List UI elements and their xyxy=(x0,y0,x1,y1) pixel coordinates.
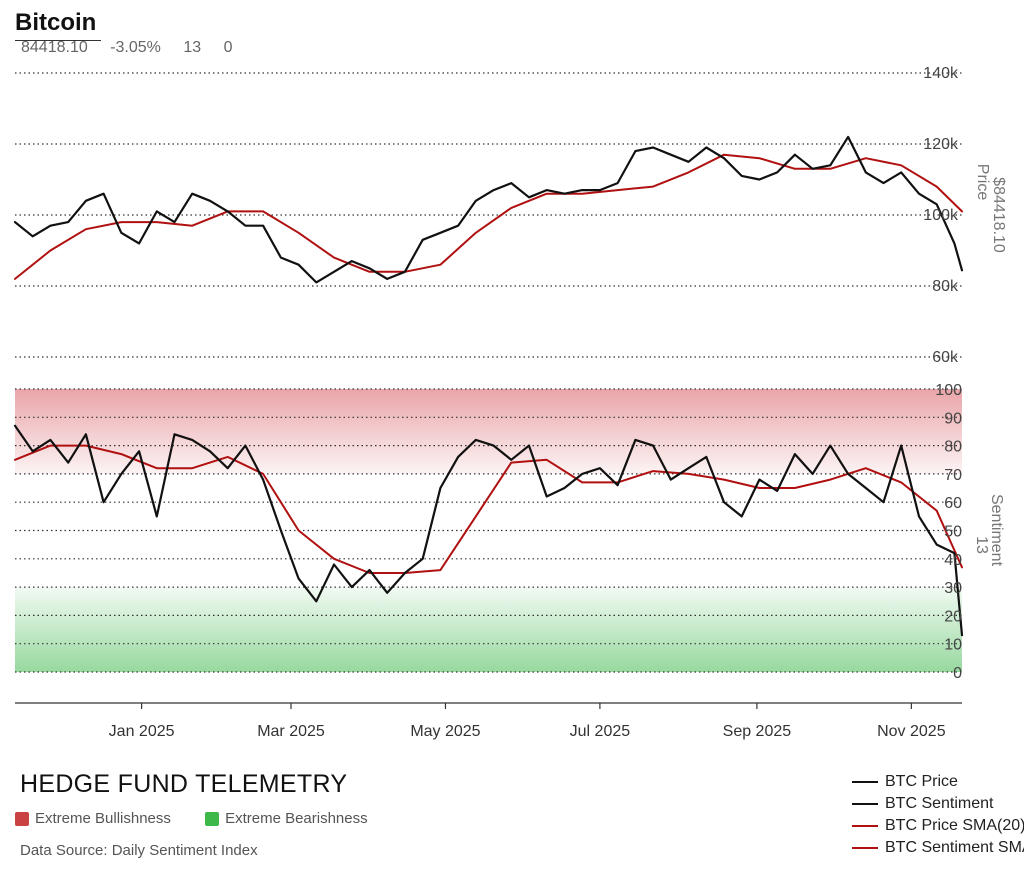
last-price: 84418.10 xyxy=(21,39,88,56)
price-change: -3.05% xyxy=(110,39,161,56)
legend-label: BTC Price xyxy=(885,773,958,790)
price-sma-line xyxy=(14,153,963,280)
x-tick-label: Jul 2025 xyxy=(570,723,631,740)
extreme-bearishness-band xyxy=(15,587,962,672)
x-tick-label: Nov 2025 xyxy=(877,723,946,740)
sentiment-tick-label: 10 xyxy=(944,637,962,654)
legend-item-btc-sentiment: BTC Sentiment xyxy=(852,793,1024,815)
extreme-bullishness-band xyxy=(15,389,962,474)
x-tick-label: Jan 2025 xyxy=(109,723,175,740)
key-bullish: Extreme Bullishness xyxy=(15,810,171,827)
sentiment-value: 13 xyxy=(183,39,202,56)
sentiment-tick-label: 80 xyxy=(944,439,962,456)
x-tick-label: May 2025 xyxy=(410,723,480,740)
bearish-swatch xyxy=(205,811,220,826)
sentiment-tick-label: 30 xyxy=(944,580,962,597)
sentiment-tick-label: 40 xyxy=(944,552,962,569)
sentiment-line xyxy=(13,424,964,637)
zero-value: 0 xyxy=(223,39,233,56)
brand-name: HEDGE FUND TELEMETRY xyxy=(20,770,348,798)
sentiment-last-label: 13 xyxy=(973,536,990,554)
legend-label: BTC Price SMA(20) xyxy=(885,817,1024,834)
sentiment-sma-line xyxy=(14,444,963,574)
chart-title: Bitcoin xyxy=(15,9,97,36)
legend-label: BTC Sentiment xyxy=(885,795,994,812)
sentiment-axis-title: Sentiment xyxy=(988,494,1005,567)
key-bearish: Extreme Bearishness xyxy=(205,810,368,827)
sentiment-tick-label: 90 xyxy=(944,410,962,427)
price-tick-label: 80k xyxy=(932,278,959,295)
price-tick-label: 60k xyxy=(932,349,959,366)
legend-line xyxy=(852,803,878,805)
sentiment-tick-label: 100 xyxy=(935,382,962,399)
price-tick-label: 120k xyxy=(923,136,959,153)
bullish-swatch xyxy=(15,811,29,826)
data-source: Data Source: Daily Sentiment Index xyxy=(20,842,258,859)
sentiment-tick-label: 20 xyxy=(944,608,962,625)
legend-line xyxy=(852,847,878,849)
sentiment-tick-label: 50 xyxy=(944,524,962,541)
chart-canvas: 60k 80k 100k 120k 140k 0 10 20 30 40 50 60 70 80 90 100… xyxy=(13,65,1007,740)
x-tick-label: Mar 2025 xyxy=(257,723,325,740)
key-bearish-label: Extreme Bearishness xyxy=(225,810,368,827)
price-line xyxy=(13,135,964,284)
sentiment-tick-label: 70 xyxy=(944,467,962,484)
stats-row: 84418.10 -3.05% 13 0 xyxy=(21,39,251,57)
legend-item-price-sma: BTC Price SMA(20) xyxy=(852,815,1024,837)
legend: BTC Price BTC Sentiment BTC Price SMA(20… xyxy=(852,771,1024,859)
x-tick-label: Sep 2025 xyxy=(723,723,792,740)
legend-line xyxy=(852,825,878,827)
legend-item-sentiment-sma: BTC Sentiment SMA(20) xyxy=(852,837,1024,859)
sentiment-tick-label: 0 xyxy=(953,665,962,682)
zone-key: Extreme Bullishness Extreme Bearishness xyxy=(15,810,398,830)
legend-item-btc-price: BTC Price xyxy=(852,771,1024,793)
key-bullish-label: Extreme Bullishness xyxy=(35,810,171,827)
price-last-label: $84418.10 xyxy=(990,177,1007,253)
legend-label: BTC Sentiment SMA(20) xyxy=(885,839,1024,856)
title-underline xyxy=(15,40,101,41)
price-tick-label: 100k xyxy=(923,207,959,224)
sentiment-tick-label: 60 xyxy=(944,495,962,512)
legend-line xyxy=(852,781,878,783)
price-tick-label: 140k xyxy=(923,65,959,82)
price-axis-title: Price xyxy=(974,164,991,201)
